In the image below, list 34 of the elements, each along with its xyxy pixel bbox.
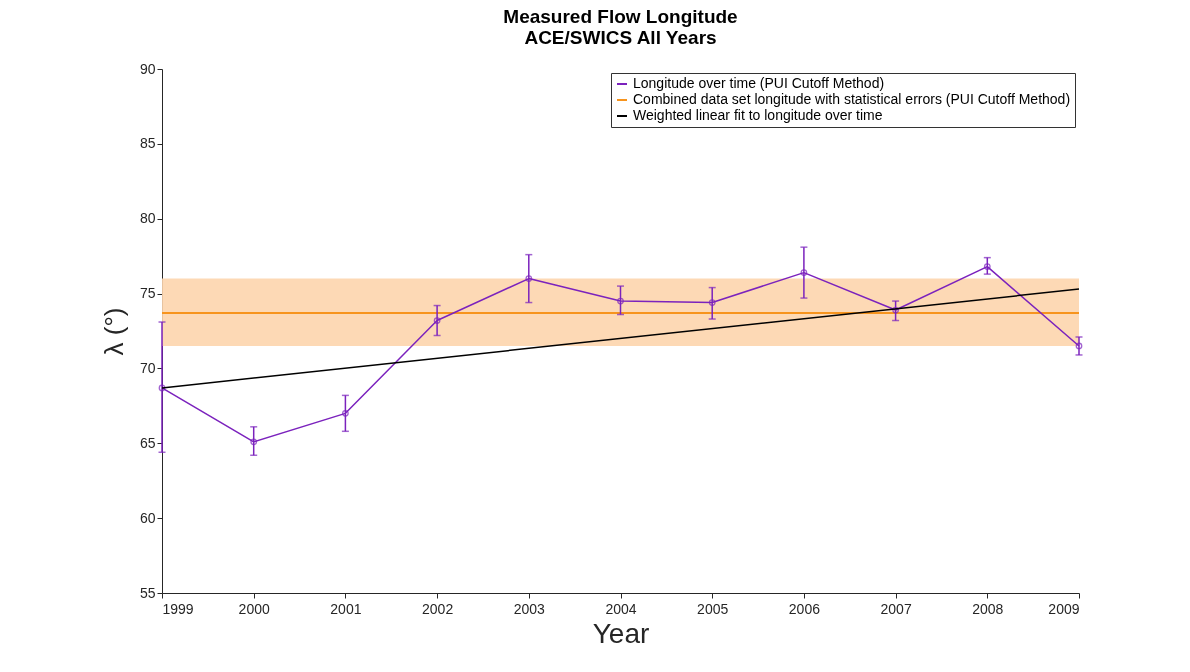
x-tick-label: 2005 (697, 600, 729, 617)
x-tick-label: 2009 (1048, 600, 1080, 617)
x-tick-label: 2003 (513, 600, 546, 617)
chart-subtitle: ACE/SWICS All Years (524, 27, 717, 48)
x-axis-title: Year (592, 617, 650, 649)
x-tick-label: 2002 (422, 600, 454, 617)
x-tick-label: 2004 (605, 600, 637, 617)
x-tick-label: 2006 (788, 600, 821, 617)
y-tick-label: 75 (139, 285, 156, 302)
point (250, 438, 258, 446)
legend-label: Combined data set longitude with statistical errors (PUI Cutoff Method) (633, 91, 1071, 107)
point (800, 269, 808, 276)
y-tick-label: 65 (139, 434, 156, 451)
y-tick-label: 85 (139, 135, 156, 152)
point (433, 317, 441, 324)
y-tick-label: 55 (139, 584, 156, 601)
x-tick-label: 2007 (880, 600, 912, 617)
point (983, 263, 991, 271)
point (617, 297, 624, 305)
point (342, 409, 349, 417)
x-tick-label: 2000 (238, 600, 270, 617)
chart-title: Measured Flow Longitude (503, 6, 738, 27)
legend-label: Longitude over time (PUI Cutoff Method) (633, 75, 885, 91)
y-tick-label: 90 (139, 60, 156, 77)
point (525, 275, 533, 282)
x-tick-label: 1999 (162, 600, 194, 617)
y-tick-label: 70 (139, 359, 156, 376)
y-tick-label: 80 (139, 210, 156, 227)
point (708, 299, 716, 306)
x-tick-label: 2001 (330, 600, 362, 617)
y-tick-label: 60 (139, 509, 156, 526)
legend-label: Weighted linear fit to longitude over time (633, 107, 883, 123)
y-axis-title: λ (°) (98, 307, 129, 356)
x-tick-label: 2008 (972, 600, 1004, 617)
